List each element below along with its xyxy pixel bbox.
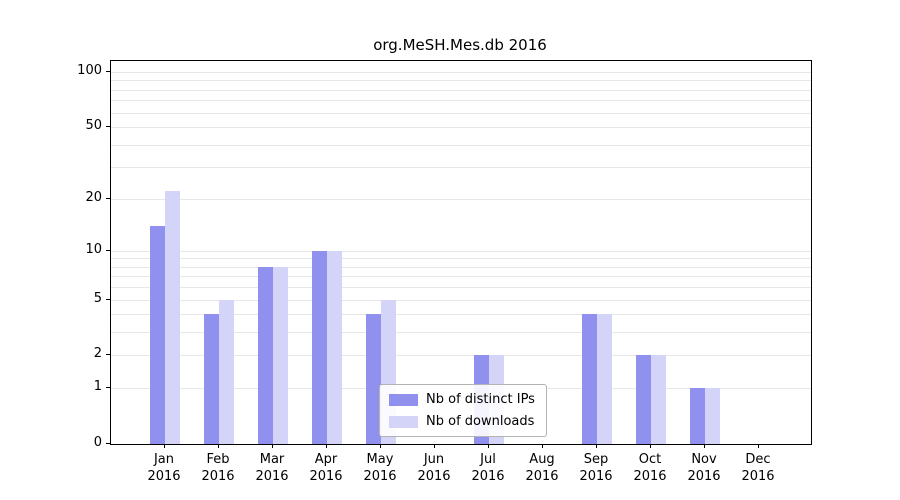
- gridline-7: [111, 276, 811, 278]
- bar-nb-of-downloads-jan-2016: [165, 191, 180, 444]
- y-tick-mark-1: [106, 387, 110, 389]
- y-tick-mark-2: [106, 354, 110, 356]
- bar-nb-of-downloads-nov-2016: [705, 388, 720, 444]
- x-tick-label-may-2016: May 2016: [363, 452, 397, 484]
- x-tick-label-oct-2016: Oct 2016: [633, 452, 667, 484]
- bar-nb-of-distinct-ips-sep-2016: [582, 314, 597, 444]
- legend-swatch-distinct-ips: [389, 393, 418, 406]
- gridline-10: [111, 250, 811, 252]
- bar-nb-of-distinct-ips-mar-2016: [258, 266, 273, 444]
- y-tick-label-5: 5: [93, 290, 102, 306]
- y-tick-mark-20: [106, 197, 110, 199]
- x-tick-mark-may-2016: [380, 444, 381, 448]
- chart-title: org.MeSH.Mes.db 2016: [373, 36, 547, 54]
- gridline-30: [111, 167, 811, 169]
- bar-nb-of-distinct-ips-jan-2016: [150, 225, 165, 444]
- legend-label-downloads: Nb of downloads: [426, 414, 535, 429]
- x-tick-label-jul-2016: Jul 2016: [471, 452, 505, 484]
- x-tick-mark-feb-2016: [218, 444, 219, 448]
- bar-nb-of-downloads-mar-2016: [273, 266, 288, 444]
- x-tick-mark-jun-2016: [434, 444, 435, 448]
- plot-area: Nb of distinct IPs Nb of downloads: [110, 60, 812, 445]
- x-tick-mark-jan-2016: [164, 444, 165, 448]
- gridline-20: [111, 198, 811, 200]
- bar-nb-of-distinct-ips-apr-2016: [312, 250, 327, 444]
- gridline-60: [111, 112, 811, 114]
- gridline-100: [111, 72, 811, 73]
- gridline-70: [111, 100, 811, 102]
- x-tick-mark-aug-2016: [542, 444, 543, 448]
- x-tick-label-jun-2016: Jun 2016: [417, 452, 451, 484]
- gridline-90: [111, 80, 811, 82]
- legend: Nb of distinct IPs Nb of downloads: [379, 384, 547, 437]
- y-tick-mark-100: [106, 71, 110, 72]
- gridline-6: [111, 287, 811, 289]
- x-tick-label-feb-2016: Feb 2016: [201, 452, 235, 484]
- y-tick-label-20: 20: [85, 189, 102, 205]
- legend-item-downloads: Nb of downloads: [389, 414, 535, 429]
- y-tick-mark-50: [106, 126, 110, 128]
- bar-nb-of-downloads-sep-2016: [597, 314, 612, 444]
- gridline-8: [111, 266, 811, 268]
- bar-nb-of-downloads-oct-2016: [651, 355, 666, 444]
- y-tick-label-0: 0: [93, 435, 102, 450]
- legend-item-distinct-ips: Nb of distinct IPs: [389, 392, 535, 407]
- x-tick-label-sep-2016: Sep 2016: [579, 452, 613, 484]
- x-tick-label-mar-2016: Mar 2016: [255, 452, 289, 484]
- x-tick-label-dec-2016: Dec 2016: [741, 452, 775, 484]
- legend-swatch-downloads: [389, 415, 418, 428]
- bar-nb-of-distinct-ips-may-2016: [366, 314, 381, 444]
- y-tick-mark-0: [106, 443, 110, 444]
- x-tick-mark-mar-2016: [272, 444, 273, 448]
- gridline-2: [111, 355, 811, 357]
- gridline-80: [111, 89, 811, 91]
- y-tick-label-10: 10: [85, 241, 102, 257]
- x-tick-mark-jul-2016: [488, 444, 489, 448]
- gridline-50: [111, 127, 811, 129]
- x-tick-mark-oct-2016: [650, 444, 651, 448]
- x-tick-label-nov-2016: Nov 2016: [687, 452, 721, 484]
- y-tick-mark-10: [106, 249, 110, 251]
- bar-nb-of-downloads-feb-2016: [219, 299, 234, 444]
- y-tick-label-2: 2: [93, 346, 102, 362]
- legend-label-distinct-ips: Nb of distinct IPs: [426, 392, 535, 407]
- gridline-9: [111, 258, 811, 260]
- gridline-40: [111, 144, 811, 146]
- x-tick-mark-apr-2016: [326, 444, 327, 448]
- y-tick-label-50: 50: [85, 118, 102, 134]
- x-tick-label-aug-2016: Aug 2016: [525, 452, 559, 484]
- x-tick-mark-nov-2016: [704, 444, 705, 448]
- bar-nb-of-downloads-apr-2016: [327, 250, 342, 444]
- bar-nb-of-distinct-ips-feb-2016: [204, 314, 219, 444]
- gridline-3: [111, 332, 811, 334]
- gridline-4: [111, 314, 811, 316]
- x-tick-mark-dec-2016: [758, 444, 759, 448]
- y-tick-label-1: 1: [93, 379, 102, 395]
- x-tick-label-apr-2016: Apr 2016: [309, 452, 343, 484]
- gridline-5: [111, 299, 811, 301]
- x-tick-label-jan-2016: Jan 2016: [147, 452, 181, 484]
- y-tick-label-100: 100: [77, 63, 102, 78]
- bar-nb-of-distinct-ips-nov-2016: [690, 388, 705, 444]
- y-tick-mark-5: [106, 298, 110, 300]
- bar-nb-of-distinct-ips-oct-2016: [636, 355, 651, 444]
- x-tick-mark-sep-2016: [596, 444, 597, 448]
